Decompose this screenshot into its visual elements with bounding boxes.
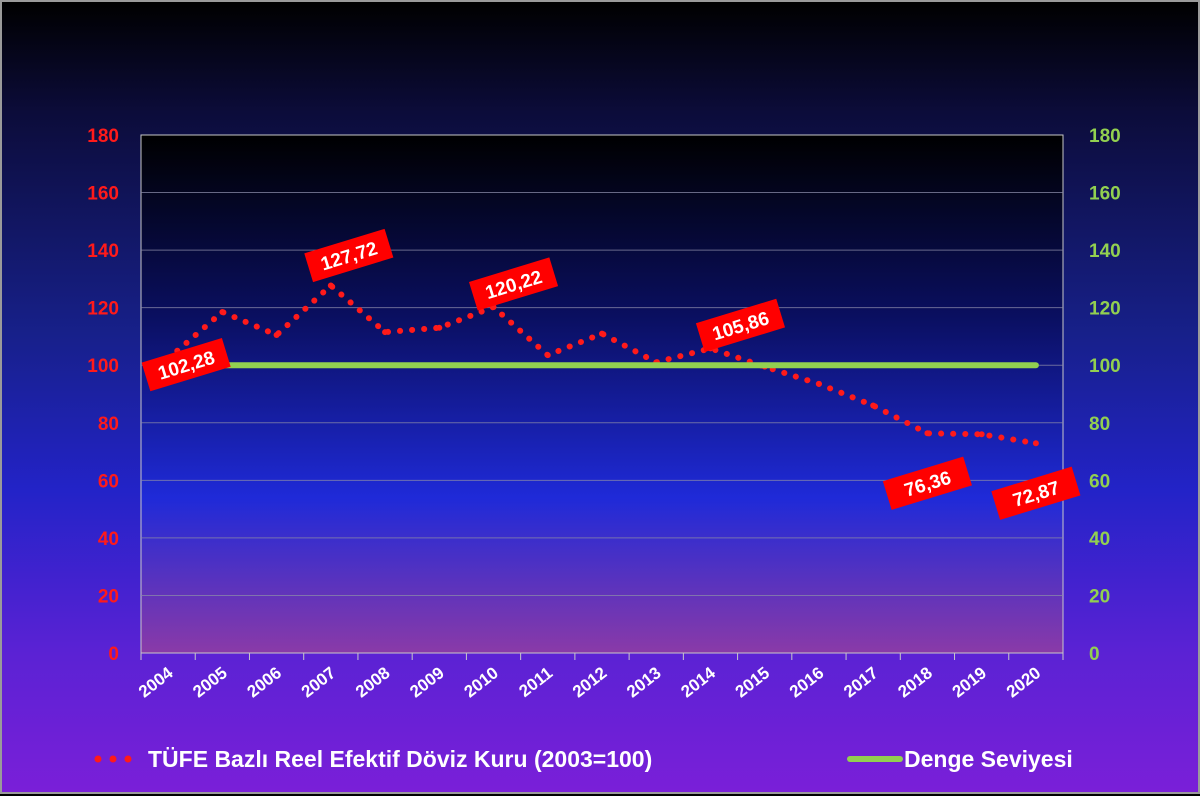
x-tick-label: 2013	[623, 663, 665, 701]
x-tick-label: 2015	[732, 663, 774, 701]
x-tick-label: 2020	[1003, 663, 1045, 701]
x-tick-label: 2005	[189, 663, 231, 701]
data-point	[327, 282, 334, 289]
series	[165, 282, 1039, 447]
x-tick-label: 2017	[840, 663, 882, 701]
data-point	[436, 324, 443, 331]
y-right-tick-label: 0	[1089, 644, 1100, 665]
y-right-tick-label: 40	[1089, 529, 1110, 550]
data-point	[382, 329, 389, 336]
data-point	[978, 431, 985, 438]
data-label-box	[304, 228, 394, 283]
y-left-tick-label: 180	[87, 126, 119, 147]
x-tick-label: 2009	[406, 663, 448, 701]
legend-label-reer: TÜFE Bazlı Reel Efektif Döviz Kuru (2003…	[148, 746, 652, 772]
legend-marker-reer	[124, 755, 132, 763]
y-right-tick-label: 120	[1089, 299, 1121, 320]
data-point	[870, 402, 877, 409]
data-point	[219, 308, 226, 315]
data-point	[924, 430, 931, 437]
x-tick-label: 2007	[298, 663, 340, 701]
data-label-box	[991, 466, 1081, 520]
legend: TÜFE Bazlı Reel Efektif Döviz Kuru (2003…	[94, 746, 1073, 772]
y-left-tick-label: 20	[98, 586, 119, 607]
y-left-tick-label: 100	[87, 356, 119, 377]
x-tick-label: 2019	[949, 663, 991, 701]
y-right-tick-label: 20	[1089, 586, 1110, 607]
y-left-tick-label: 120	[87, 299, 119, 320]
legend-marker-reer	[94, 755, 102, 763]
y-left-tick-label: 60	[98, 471, 119, 492]
y-left-tick-label: 80	[98, 414, 119, 435]
x-tick-label: 2016	[786, 663, 828, 701]
data-point	[1032, 440, 1039, 447]
data-label-box	[695, 298, 786, 352]
data-point	[544, 352, 551, 359]
data-label-box	[141, 338, 231, 392]
data-label-box	[882, 456, 972, 510]
y-right-tick-label: 80	[1089, 414, 1110, 435]
x-tick-label: 2012	[569, 663, 611, 701]
data-label-box	[468, 257, 559, 311]
data-point	[815, 380, 822, 387]
data-label: 102,28	[141, 338, 231, 392]
y-left-tick-label: 40	[98, 529, 119, 550]
x-tick-label: 2006	[244, 663, 286, 701]
data-label: 127,72	[304, 228, 394, 283]
x-tick-label: 2008	[352, 663, 394, 701]
legend-label-balance: Denge Seviyesi	[904, 746, 1073, 772]
y-right-tick-label: 100	[1089, 356, 1121, 377]
y-right-tick-label: 60	[1089, 471, 1110, 492]
legend-marker-reer	[109, 755, 117, 763]
data-point	[273, 332, 280, 339]
x-tick-label: 2018	[894, 663, 936, 701]
x-tick-label: 2004	[135, 663, 177, 702]
x-tick-label: 2011	[515, 663, 556, 701]
y-right-tick-label: 140	[1089, 241, 1121, 262]
x-tick-label: 2014	[677, 663, 719, 702]
y-right-tick-label: 180	[1089, 126, 1121, 147]
y-left-tick-label: 140	[87, 241, 119, 262]
y-right-tick-label: 160	[1089, 184, 1121, 205]
data-point	[599, 330, 605, 337]
y-left-tick-label: 0	[108, 644, 119, 665]
y-left-tick-label: 160	[87, 184, 119, 205]
x-tick-label: 2010	[460, 663, 502, 701]
plot-area	[140, 134, 1064, 654]
